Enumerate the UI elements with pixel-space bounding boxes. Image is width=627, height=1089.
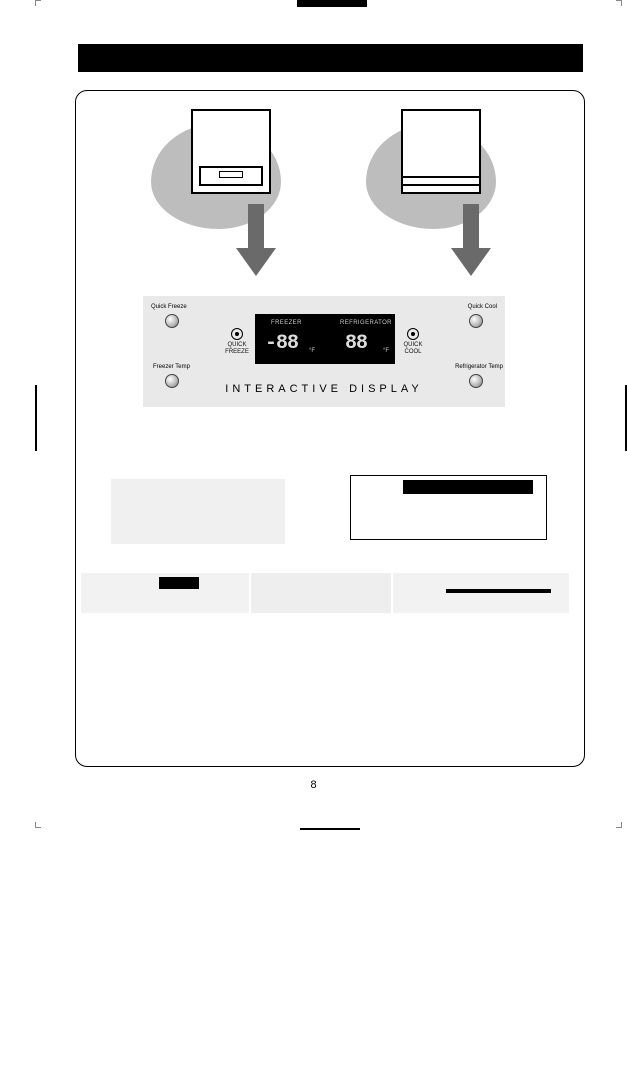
lcd-display: FREEZER REFRIGERATOR -88 88 °F °F	[255, 314, 395, 364]
icon-label: QUICK FREEZE	[225, 342, 249, 355]
knob-label: Quick Cool	[468, 304, 497, 310]
appliance-illustration-row	[76, 99, 584, 299]
cell-black-mark	[159, 577, 199, 589]
shaded-text-block	[111, 479, 285, 544]
bottom-center-mark	[300, 828, 360, 830]
row-cell	[81, 573, 249, 613]
icon-label: QUICK COOL	[403, 342, 422, 355]
refrigerator-illustration-bottom-freezer	[191, 109, 271, 194]
quick-cool-button[interactable]	[469, 314, 483, 328]
section-header-bar	[78, 44, 583, 72]
crop-mark-tl	[35, 0, 41, 6]
crop-mark-bl	[35, 822, 41, 828]
row-cell	[251, 573, 391, 613]
knob-label: Refrigerator Temp	[455, 364, 503, 370]
down-arrow-icon	[451, 204, 491, 284]
freezer-temp-value: -88	[265, 332, 298, 355]
cell-stripe	[446, 589, 552, 593]
refrigerator-temp-value: 88	[345, 332, 367, 355]
down-arrow-icon	[236, 204, 276, 284]
three-column-row	[81, 573, 569, 613]
page-number: 8	[0, 779, 627, 791]
refrigerator-illustration-french-door	[401, 109, 481, 194]
knob-label: Freezer Temp	[153, 364, 190, 370]
knob-label: Quick Freeze	[151, 304, 187, 310]
quick-cool-icon: QUICK COOL	[401, 328, 425, 355]
main-content-frame: Quick Freeze Quick Cool Freezer Temp Ref…	[75, 90, 585, 767]
freezer-label: FREEZER	[271, 320, 302, 326]
quick-freeze-icon: QUICK FREEZE	[225, 328, 249, 355]
row-cell	[393, 573, 569, 613]
top-black-tab	[297, 0, 367, 7]
quick-freeze-button[interactable]	[165, 314, 179, 328]
crop-mark-tr	[616, 0, 622, 6]
freezer-drawer-icon	[199, 166, 263, 186]
left-edge-mark	[35, 385, 37, 451]
boxed-callout	[350, 475, 547, 540]
control-panel: Quick Freeze Quick Cool Freezer Temp Ref…	[143, 296, 505, 407]
temp-unit: °F	[309, 348, 315, 354]
crop-mark-br	[616, 822, 622, 828]
panel-caption: INTERACTIVE DISPLAY	[143, 383, 505, 395]
refrigerator-label: REFRIGERATOR	[340, 320, 392, 326]
temp-unit: °F	[383, 348, 389, 354]
callout-heading-bar	[403, 480, 533, 494]
